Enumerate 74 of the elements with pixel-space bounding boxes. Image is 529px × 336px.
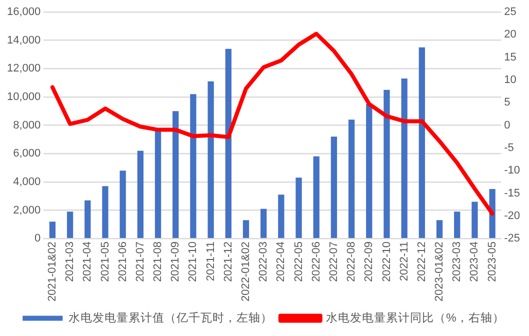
- x-tick-label: 2021-07: [134, 242, 146, 282]
- x-tick-label: 2021-05: [99, 242, 112, 282]
- x-tick-label: 2021-06: [116, 242, 129, 282]
- legend-label: 水电发电量累计同比（%，右轴）: [326, 311, 504, 324]
- x-tick-label: 2022-12: [416, 242, 428, 282]
- x-tick-label: 2022-10: [380, 242, 393, 282]
- bar: [120, 170, 126, 238]
- bar: [418, 47, 426, 238]
- bar: [366, 104, 372, 238]
- x-tick-label: 2022-04: [275, 242, 288, 282]
- x-tick-label: 2021-03: [64, 242, 76, 282]
- x-tick-label: 2023-01&02: [434, 242, 446, 302]
- x-tick-label: 2021-10: [187, 242, 200, 282]
- bar: [384, 90, 390, 238]
- y2-tick-label: -15: [504, 187, 520, 200]
- y2-tick-label: -20: [504, 210, 520, 222]
- bar: [154, 130, 162, 238]
- x-tick-label: 2023-05: [486, 242, 498, 282]
- bar: [278, 194, 284, 238]
- legend-label: 水电发电量累计值（亿千瓦时，左轴）: [68, 310, 272, 324]
- y2-tick-label: -10: [504, 164, 520, 177]
- x-tick-label: 2022-09: [363, 242, 376, 282]
- x-tick-label: 2021-08: [152, 242, 164, 282]
- y-tick-label: 8,000: [13, 119, 41, 132]
- bar: [137, 150, 144, 238]
- bar: [102, 186, 108, 238]
- bar: [401, 78, 408, 238]
- x-tick-label: 2022-03: [258, 242, 270, 282]
- bar: [66, 212, 74, 238]
- x-tick-label: 2021-01&02: [46, 242, 58, 302]
- y2-tick-label: 25: [504, 6, 516, 18]
- y-tick-label: 4,000: [13, 176, 41, 188]
- y-tick-label: 6,000: [13, 148, 41, 160]
- y2-tick-label: -25: [504, 232, 520, 245]
- x-tick-label: 2021-12: [222, 242, 234, 282]
- y-tick-label: 16,000: [6, 6, 41, 18]
- y2-tick-label: 15: [504, 51, 516, 64]
- bar: [348, 120, 355, 238]
- bar: [296, 178, 302, 238]
- y-tick-label: 2,000: [13, 204, 41, 216]
- bar: [172, 111, 179, 238]
- x-tick-label: 2022-07: [328, 242, 340, 282]
- bar: [472, 202, 478, 238]
- x-tick-label: 2023-03: [451, 242, 464, 282]
- x-tick-label: 2022-11: [398, 242, 410, 282]
- bar: [454, 212, 460, 238]
- y2-tick-label: 20: [504, 28, 516, 41]
- y-tick-label: 0: [34, 232, 41, 245]
- y2-tick-label: 10: [504, 74, 516, 86]
- bar: [84, 200, 91, 238]
- x-tick-label: 2022-08: [346, 242, 358, 282]
- y2-tick-label: 5: [504, 96, 510, 109]
- y2-tick-label: 0: [504, 119, 510, 132]
- x-tick-label: 2022-05: [292, 242, 305, 282]
- bar: [330, 136, 338, 238]
- bar: [489, 189, 496, 238]
- bar: [242, 220, 250, 238]
- x-tick-label: 2023-04: [468, 242, 481, 282]
- y-tick-label: 12,000: [6, 62, 41, 75]
- bar: [208, 81, 214, 238]
- y-tick-label: 14,000: [6, 34, 41, 46]
- bar: [436, 220, 443, 238]
- bar: [260, 208, 267, 238]
- x-tick-label: 2022-06: [310, 242, 322, 282]
- x-tick-label: 2022-01&02: [240, 242, 252, 302]
- x-tick-label: 2021-11: [204, 242, 217, 282]
- bar: [225, 48, 232, 238]
- y2-tick-label: -5: [504, 142, 514, 154]
- x-tick-label: 2021-09: [170, 242, 182, 282]
- bar: [313, 156, 320, 238]
- bar: [49, 222, 56, 238]
- bar: [190, 94, 196, 238]
- x-tick-label: 2021-04: [82, 242, 94, 282]
- y-tick-label: 10,000: [6, 90, 41, 103]
